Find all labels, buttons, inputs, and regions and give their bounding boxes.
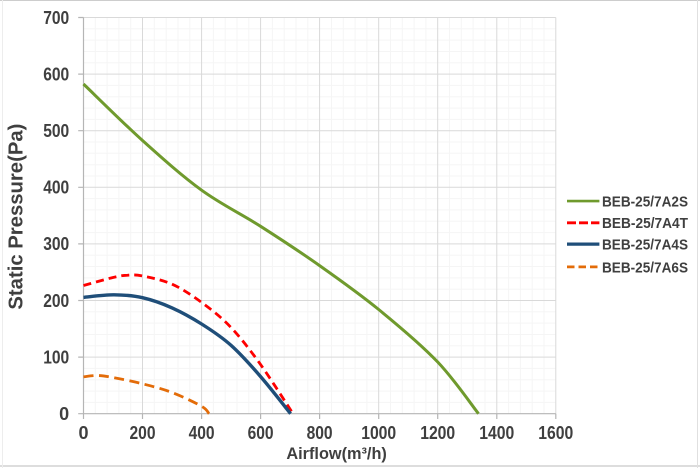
- svg-text:BEB-25/7A2S: BEB-25/7A2S: [602, 194, 688, 211]
- svg-text:1000: 1000: [361, 423, 396, 443]
- svg-text:600: 600: [43, 64, 69, 84]
- svg-text:200: 200: [43, 291, 69, 311]
- svg-text:BEB-25/7A4S: BEB-25/7A4S: [602, 237, 688, 254]
- svg-text:400: 400: [189, 423, 215, 443]
- svg-text:200: 200: [130, 423, 156, 443]
- svg-text:1200: 1200: [420, 423, 455, 443]
- svg-text:BEB-25/7A6S: BEB-25/7A6S: [602, 259, 688, 276]
- svg-text:Static Pressure(Pa): Static Pressure(Pa): [6, 124, 28, 310]
- svg-text:1400: 1400: [479, 423, 514, 443]
- svg-text:0: 0: [78, 423, 88, 443]
- svg-text:Airflow(m³/h): Airflow(m³/h): [286, 445, 387, 463]
- svg-text:BEB-25/7A4T: BEB-25/7A4T: [602, 215, 688, 232]
- svg-text:700: 700: [43, 8, 69, 28]
- svg-text:1600: 1600: [538, 423, 573, 443]
- svg-text:400: 400: [43, 178, 69, 198]
- svg-text:800: 800: [307, 423, 333, 443]
- svg-text:500: 500: [43, 121, 69, 141]
- svg-text:0: 0: [59, 404, 69, 424]
- svg-text:600: 600: [248, 423, 274, 443]
- svg-text:300: 300: [43, 234, 69, 254]
- svg-text:100: 100: [43, 347, 69, 367]
